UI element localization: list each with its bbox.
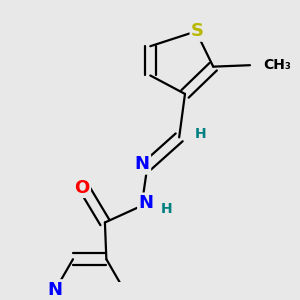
Text: N: N [139, 194, 154, 212]
Text: N: N [135, 155, 150, 173]
Text: N: N [47, 280, 62, 298]
Text: H: H [160, 202, 172, 216]
Text: S: S [191, 22, 204, 40]
Text: CH₃: CH₃ [263, 58, 291, 72]
Text: H: H [195, 128, 207, 141]
Text: O: O [74, 178, 90, 196]
